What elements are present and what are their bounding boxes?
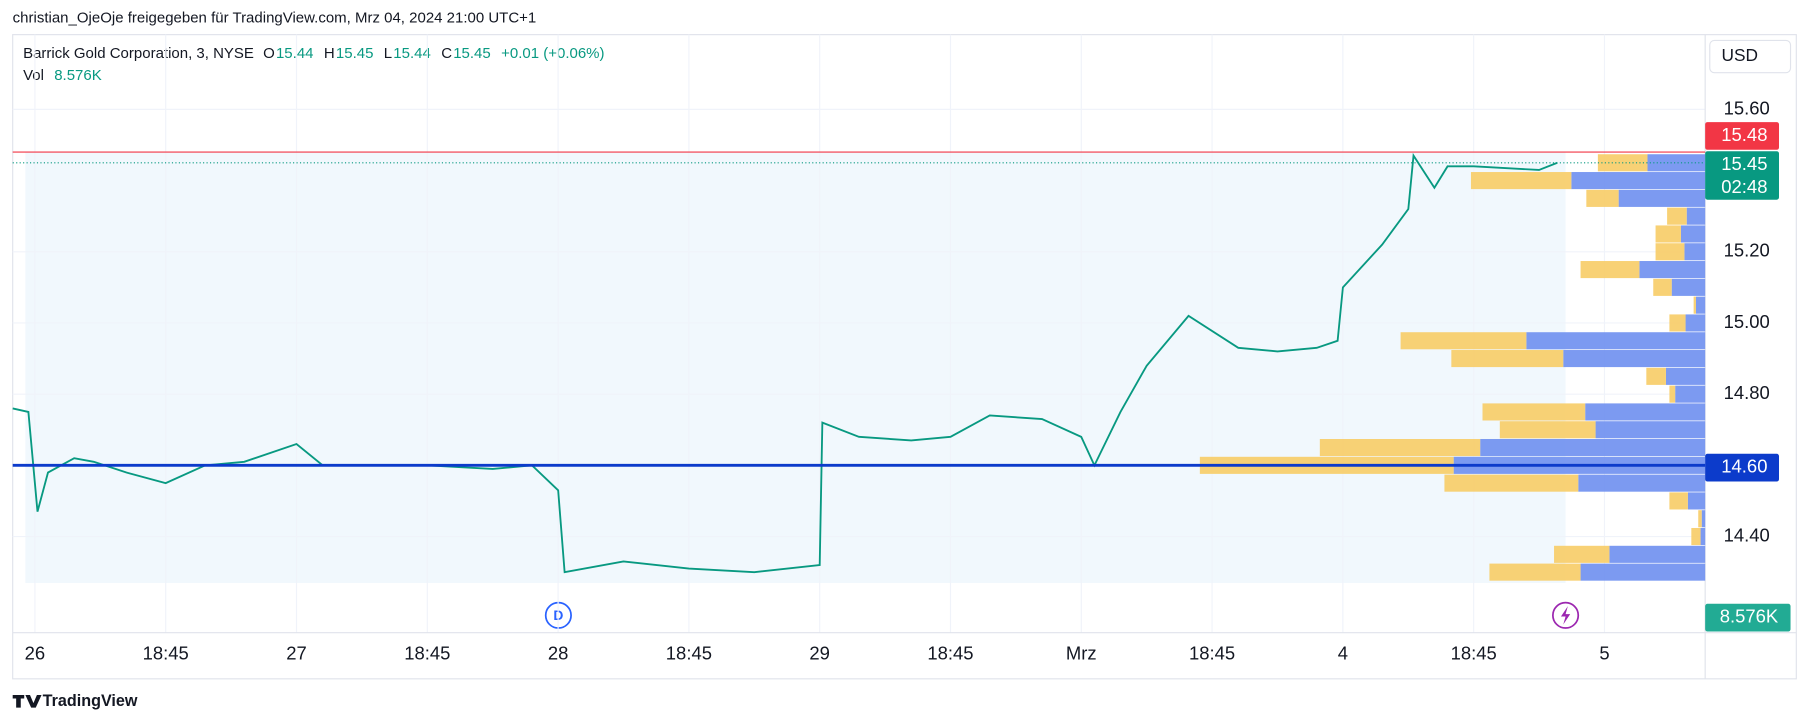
vp-down xyxy=(1687,492,1706,510)
vp-up xyxy=(1482,403,1586,421)
ohlc-value: 15.44 xyxy=(276,45,314,62)
vp-up xyxy=(1655,225,1681,243)
x-tick-label: 28 xyxy=(548,642,569,663)
lightning xyxy=(1560,606,1571,625)
x-tick-label: 18:45 xyxy=(404,642,450,663)
vp-down xyxy=(1618,189,1706,207)
x-tick-label: 29 xyxy=(809,642,830,663)
vol-value: 8.576K xyxy=(54,67,102,84)
currency[interactable]: USD xyxy=(1722,45,1759,65)
vp-up xyxy=(1400,332,1527,350)
x-tick-label: 18:45 xyxy=(143,642,189,663)
y-tick-label: 15.00 xyxy=(1724,311,1770,332)
vp-up xyxy=(1669,314,1686,332)
x-tick-label: 27 xyxy=(286,642,307,663)
vp-down xyxy=(1701,510,1706,528)
vp-down xyxy=(1685,314,1706,332)
vp-up xyxy=(1691,527,1701,546)
vp-up xyxy=(1655,243,1685,261)
x-tick-label: 26 xyxy=(25,642,46,663)
vp-up xyxy=(1580,261,1640,279)
vp-down xyxy=(1480,439,1706,457)
ohlc-value: 15.44 xyxy=(393,45,431,62)
vp-up xyxy=(1669,492,1688,510)
vp-up xyxy=(1586,189,1619,207)
x-tick-label: 18:45 xyxy=(1189,642,1235,663)
ohlc-label: O xyxy=(263,45,275,62)
footer-brand: TradingView xyxy=(43,692,138,710)
vp-down xyxy=(1526,332,1706,350)
price-label-bg xyxy=(1705,151,1780,200)
vp-down xyxy=(1563,350,1706,368)
vp-down xyxy=(1671,278,1706,296)
vp-up xyxy=(1499,421,1596,439)
ohlc-label: H xyxy=(324,45,335,62)
price-label: 15.48 xyxy=(1721,124,1767,145)
vp-up xyxy=(1669,385,1676,403)
x-tick-label: 18:45 xyxy=(927,642,973,663)
vp-down xyxy=(1680,225,1706,243)
vp-down xyxy=(1571,172,1706,190)
legend: Barrick Gold Corporation, 3, NYSE Vol 8.… xyxy=(23,45,604,84)
chart-frame xyxy=(12,34,1797,680)
vp-down xyxy=(1647,154,1706,172)
vp-down xyxy=(1700,527,1706,546)
vp-down xyxy=(1585,403,1706,421)
ohlc-value: +0.01 (+0.06%) xyxy=(501,45,604,62)
y-tick-label: 15.60 xyxy=(1724,97,1770,118)
vol-label-bg xyxy=(1705,603,1791,632)
x-tick-label: 18:45 xyxy=(1451,642,1497,663)
vp-down xyxy=(1609,545,1706,563)
x-tick-label: 4 xyxy=(1338,642,1348,663)
vp-up xyxy=(1489,563,1581,581)
vp-down xyxy=(1595,421,1706,439)
price-label: 14.60 xyxy=(1721,456,1767,477)
x-tick-label: 18:45 xyxy=(666,642,712,663)
vp-down xyxy=(1665,367,1706,385)
price-line xyxy=(12,152,1558,574)
vp-up xyxy=(1444,474,1579,492)
vp-down xyxy=(1684,243,1706,261)
vol-axis-label: 8.576K xyxy=(1720,606,1779,627)
x-tick-label: 5 xyxy=(1599,642,1609,663)
vp-down xyxy=(1578,474,1706,492)
y-tick-label: 14.80 xyxy=(1724,382,1770,403)
price-label-bg xyxy=(1705,122,1780,150)
vp-up xyxy=(1554,545,1610,563)
vp-up xyxy=(1646,367,1666,385)
ohlc-value: 15.45 xyxy=(453,45,491,62)
vp-up xyxy=(1653,278,1672,296)
ohlc-label: C xyxy=(441,45,452,62)
vp-up xyxy=(1470,172,1572,190)
range-shade xyxy=(25,152,1566,584)
x-tick-label: Mrz xyxy=(1066,642,1097,663)
vp-up xyxy=(1698,510,1702,528)
vp-up xyxy=(1693,296,1696,314)
y-tick-label: 15.20 xyxy=(1724,240,1770,261)
price-label-bg xyxy=(1705,453,1780,482)
vp-down xyxy=(1686,207,1706,225)
vp-up xyxy=(1319,439,1481,457)
tv-logo xyxy=(12,694,42,708)
vol-label: Vol xyxy=(23,67,44,84)
vp-down xyxy=(1639,261,1706,279)
share-text: christian_OjeOje freigegeben für Trading… xyxy=(13,9,537,26)
vp-down xyxy=(1695,296,1706,314)
currency-button[interactable] xyxy=(1709,39,1792,74)
countdown: 02:48 xyxy=(1721,176,1767,197)
vp-down xyxy=(1675,385,1706,403)
vp-down xyxy=(1580,563,1706,581)
vp-up xyxy=(1667,207,1687,225)
ohlc-label: L xyxy=(384,45,392,62)
price-label: 15.45 xyxy=(1721,153,1767,174)
ohlc-value: 15.45 xyxy=(336,45,374,62)
vp-up xyxy=(1451,350,1564,368)
symbol-title: Barrick Gold Corporation, 3, NYSE xyxy=(23,45,254,62)
y-tick-label: 14.40 xyxy=(1724,524,1770,545)
